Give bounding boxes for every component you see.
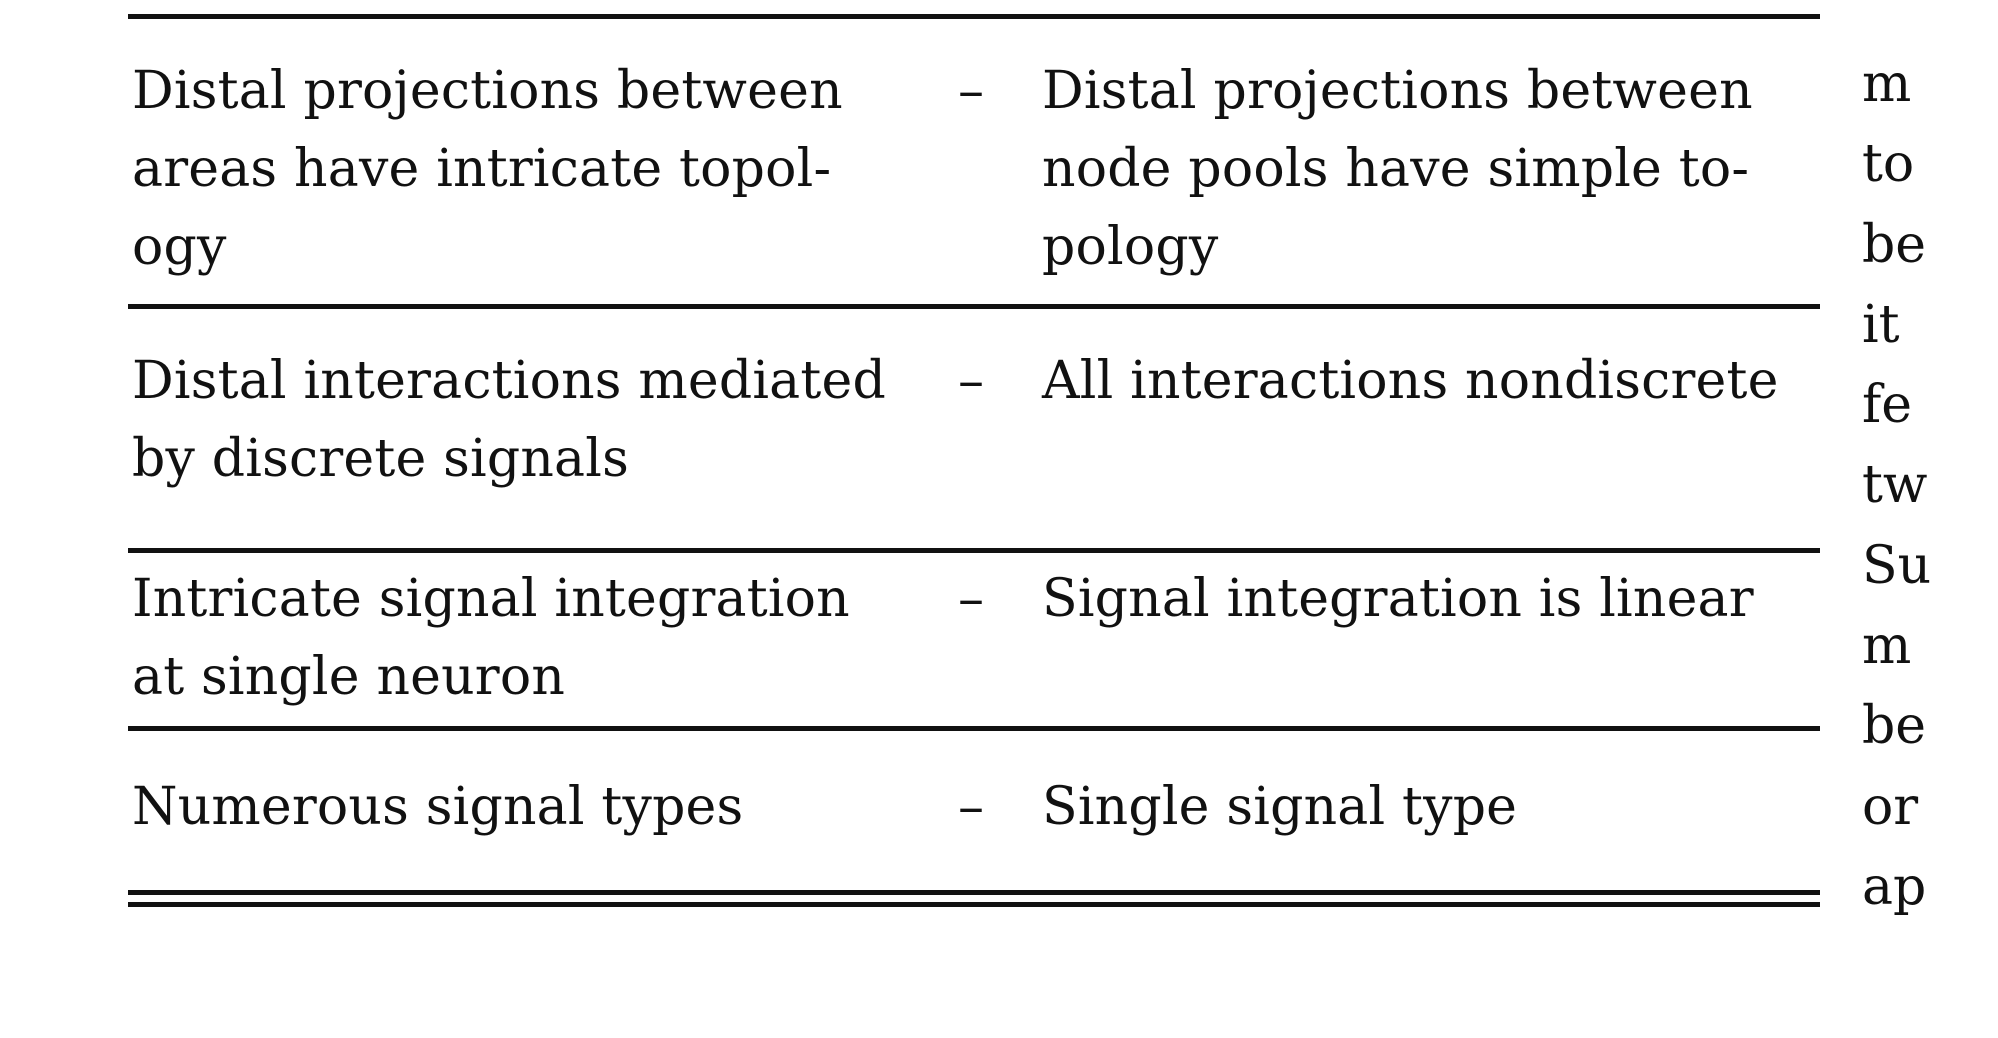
row-divider [128,548,1820,553]
row-2-dash: – [958,351,985,411]
side-text-line: fe [1862,375,1913,436]
side-text-line: be [1862,696,1927,757]
side-text-line: or [1862,776,1919,837]
side-text-line: to [1862,134,1915,195]
row-2-right-cell: All interactions nondiscrete [1042,351,1779,411]
side-text-line: Su [1862,535,1932,596]
row-4-right-cell: Single signal type [1042,777,1518,837]
row-4-dash: – [958,777,985,837]
side-text-line: ap [1862,856,1927,917]
side-text-line: tw [1862,455,1928,516]
side-text-line: be [1862,214,1927,275]
side-text-line: m [1862,616,1912,677]
bottom-double-rule-upper [128,890,1820,895]
adjacent-column-text: m to be it fe tw Su m be or ap [1862,44,1998,927]
side-text-line: m [1862,54,1912,114]
row-3-left-cell: Intricate signal integration at single n… [132,569,850,707]
top-rule [128,14,1820,19]
row-4-left-cell: Numerous signal types [132,777,744,837]
row-1-left-cell: Distal projections between areas have in… [132,61,843,277]
row-divider [128,304,1820,309]
row-2-left-cell: Distal interactions mediated by discrete… [132,351,886,489]
row-divider [128,726,1820,731]
row-3-right-cell: Signal integration is linear [1042,569,1754,629]
bottom-double-rule-lower [128,902,1820,907]
row-3-dash: – [958,569,985,629]
row-1-dash: – [958,61,985,121]
side-text-line: it [1862,294,1900,355]
row-1-right-cell: Distal projections between node pools ha… [1042,61,1753,277]
